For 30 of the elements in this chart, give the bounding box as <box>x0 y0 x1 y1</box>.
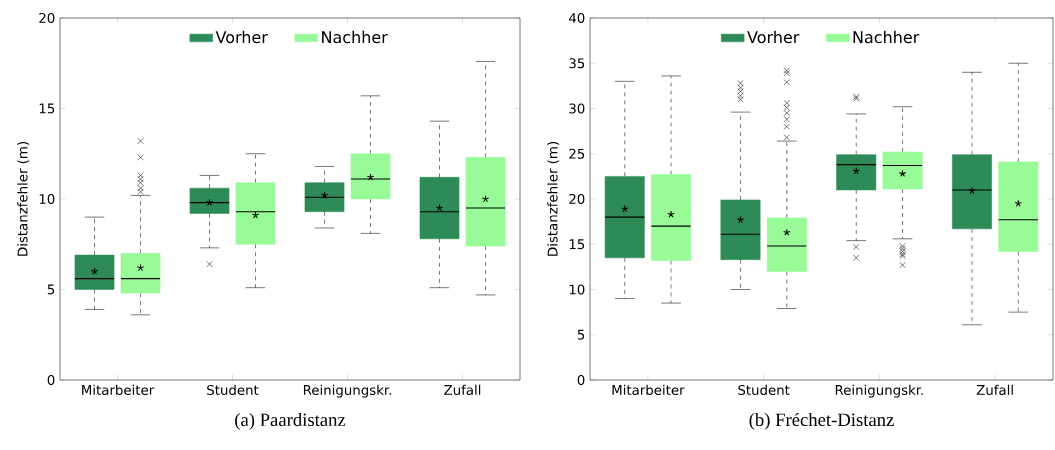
text: (b) Fréchet-Distanz <box>749 412 894 430</box>
y-axis-title: Distanzfehler (m) <box>547 142 560 256</box>
legend-label: Vorher <box>215 30 268 44</box>
y-tick-label: 5 <box>577 329 585 340</box>
x-tick-label: Reinigungskr. <box>835 384 923 398</box>
y-tick-label: 5 <box>47 284 55 295</box>
x-tick-label: Student <box>738 384 790 396</box>
x-tick-label: Student <box>207 384 259 396</box>
y-tick-label: 15 <box>569 239 585 250</box>
y-tick-label: 10 <box>39 193 55 205</box>
y-axis-title: Distanzfehler (m) <box>17 142 30 256</box>
y-tick-label: 0 <box>577 374 585 386</box>
x-tick-label: Mitarbeiter <box>612 384 685 396</box>
y-tick-label: 35 <box>569 58 585 69</box>
y-tick-label: 10 <box>569 284 585 295</box>
y-tick-label: 20 <box>569 193 585 205</box>
y-tick-label: 0 <box>47 374 55 386</box>
y-tick-label: 20 <box>39 12 55 24</box>
x-tick-label: Mitarbeiter <box>82 384 155 396</box>
y-tick-label: 25 <box>569 148 585 159</box>
x-tick-label: Reinigungskr. <box>303 384 391 398</box>
legend-label: Vorher <box>747 30 800 44</box>
x-tick-label: Zufall <box>444 384 481 396</box>
y-tick-label: 15 <box>39 103 55 114</box>
y-tick-label: 30 <box>569 103 585 114</box>
x-tick-label: Zufall <box>976 384 1013 396</box>
text: (a) Paardistanz <box>235 412 346 430</box>
y-tick-label: 40 <box>568 12 585 24</box>
legend-label: Nachher <box>322 30 388 44</box>
legend-label: Nachher <box>853 30 920 44</box>
